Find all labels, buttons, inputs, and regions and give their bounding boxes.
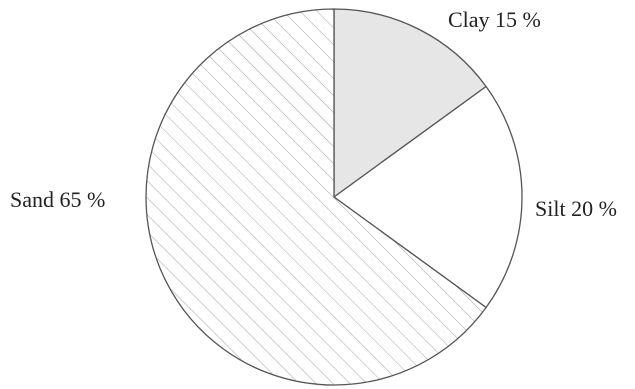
pie-labels: Clay 15 % Silt 20 % Sand 65 % xyxy=(10,7,617,221)
pie-slice-sand-hatch xyxy=(146,9,487,386)
slice-label-clay: Clay 15 % xyxy=(448,7,541,32)
slice-label-sand: Sand 65 % xyxy=(10,187,105,212)
pie-slice-silt-outline xyxy=(333,85,523,309)
pie-slice-clay-outline xyxy=(333,8,487,198)
pie-slice-clay xyxy=(334,9,487,197)
pie-slice-sand-outline xyxy=(145,8,487,386)
pie-slices xyxy=(145,8,523,386)
pie-slice-silt xyxy=(334,86,523,308)
slice-label-silt: Silt 20 % xyxy=(535,196,617,221)
